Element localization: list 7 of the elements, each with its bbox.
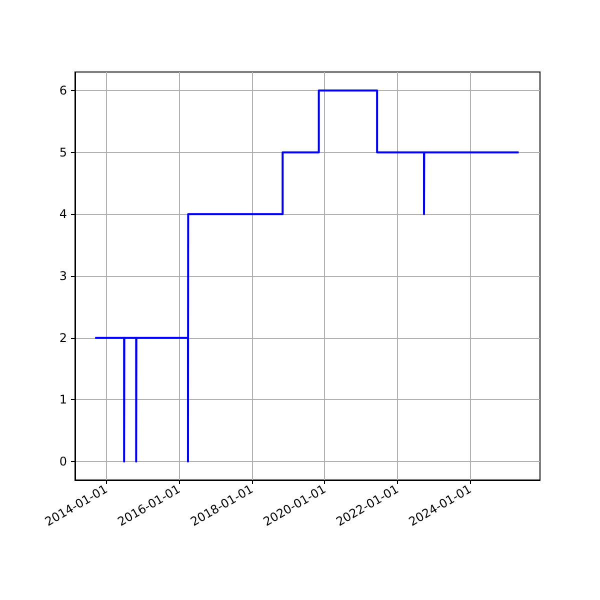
y-tick-label: 6 xyxy=(59,84,67,98)
y-tick-label: 5 xyxy=(59,145,67,160)
y-tick-label: 4 xyxy=(59,207,67,222)
y-tick-label: 1 xyxy=(59,392,67,407)
y-tick-label: 0 xyxy=(59,454,67,468)
y-tick-label: 3 xyxy=(59,269,67,283)
y-tick-label: 2 xyxy=(59,330,67,345)
